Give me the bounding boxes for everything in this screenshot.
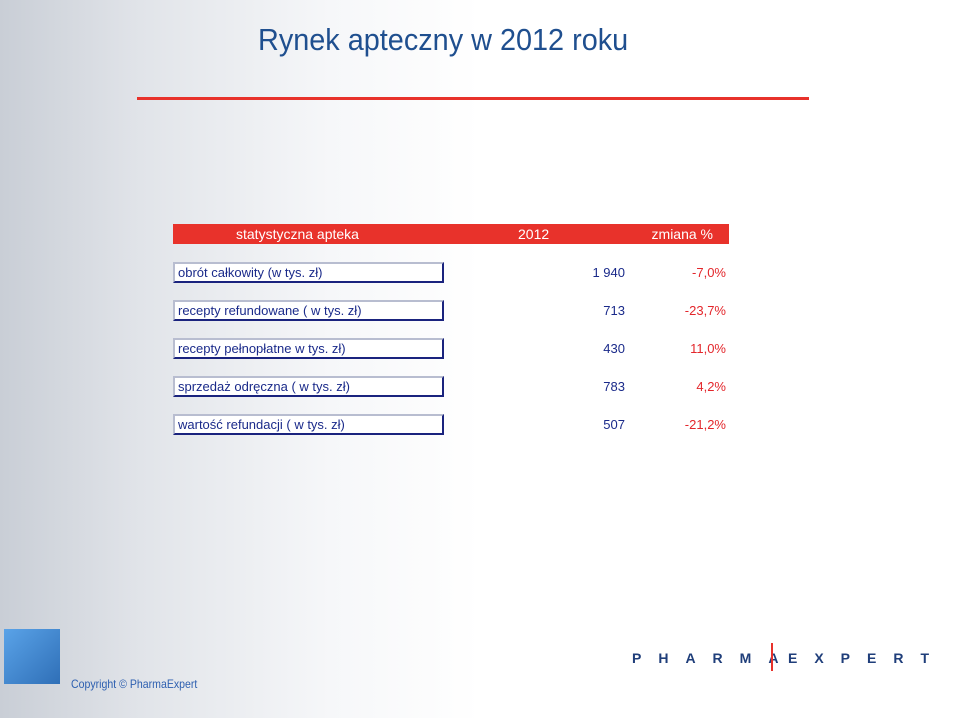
logo-square xyxy=(4,629,60,684)
row-change-wartosc-refundacji: -21,2% xyxy=(684,417,726,432)
row-value-sprzedaz-odreczna: 783 xyxy=(603,379,625,394)
page-title: Rynek apteczny w 2012 roku xyxy=(258,22,629,57)
row-value-obrot: 1 940 xyxy=(592,265,625,280)
row-change-sprzedaz-odreczna: 4,2% xyxy=(696,379,726,394)
row-label-recepty-refundowane: recepty refundowane ( w tys. zł) xyxy=(173,300,444,321)
row-label-sprzedaz-odreczna: sprzedaż odręczna ( w tys. zł) xyxy=(173,376,444,397)
copyright-text: Copyright © PharmaExpert xyxy=(71,677,198,691)
brand-pharma: PHARMA xyxy=(632,650,796,666)
row-change-obrot: -7,0% xyxy=(692,265,726,280)
row-label-wartosc-refundacji: wartość refundacji ( w tys. zł) xyxy=(173,414,444,435)
header-year: 2012 xyxy=(518,226,550,242)
row-change-recepty-refundowane: -23,7% xyxy=(684,303,726,318)
row-value-wartosc-refundacji: 507 xyxy=(603,417,625,432)
row-change-recepty-pelnoplatne: 11,0% xyxy=(690,341,726,356)
row-value-recepty-refundowane: 713 xyxy=(603,303,625,318)
table-header: statystyczna apteka 2012 zmiana % xyxy=(173,224,729,244)
row-value-recepty-pelnoplatne: 430 xyxy=(603,341,625,356)
row-label-recepty-pelnoplatne: recepty pełnopłatne w tys. zł) xyxy=(173,338,444,359)
title-underline xyxy=(137,97,809,100)
header-label: statystyczna apteka xyxy=(236,226,359,242)
row-label-obrot: obrót całkowity (w tys. zł) xyxy=(173,262,444,283)
brand-separator xyxy=(771,643,773,671)
brand-expert: EXPERT xyxy=(788,650,947,666)
header-change: zmiana % xyxy=(651,226,713,242)
